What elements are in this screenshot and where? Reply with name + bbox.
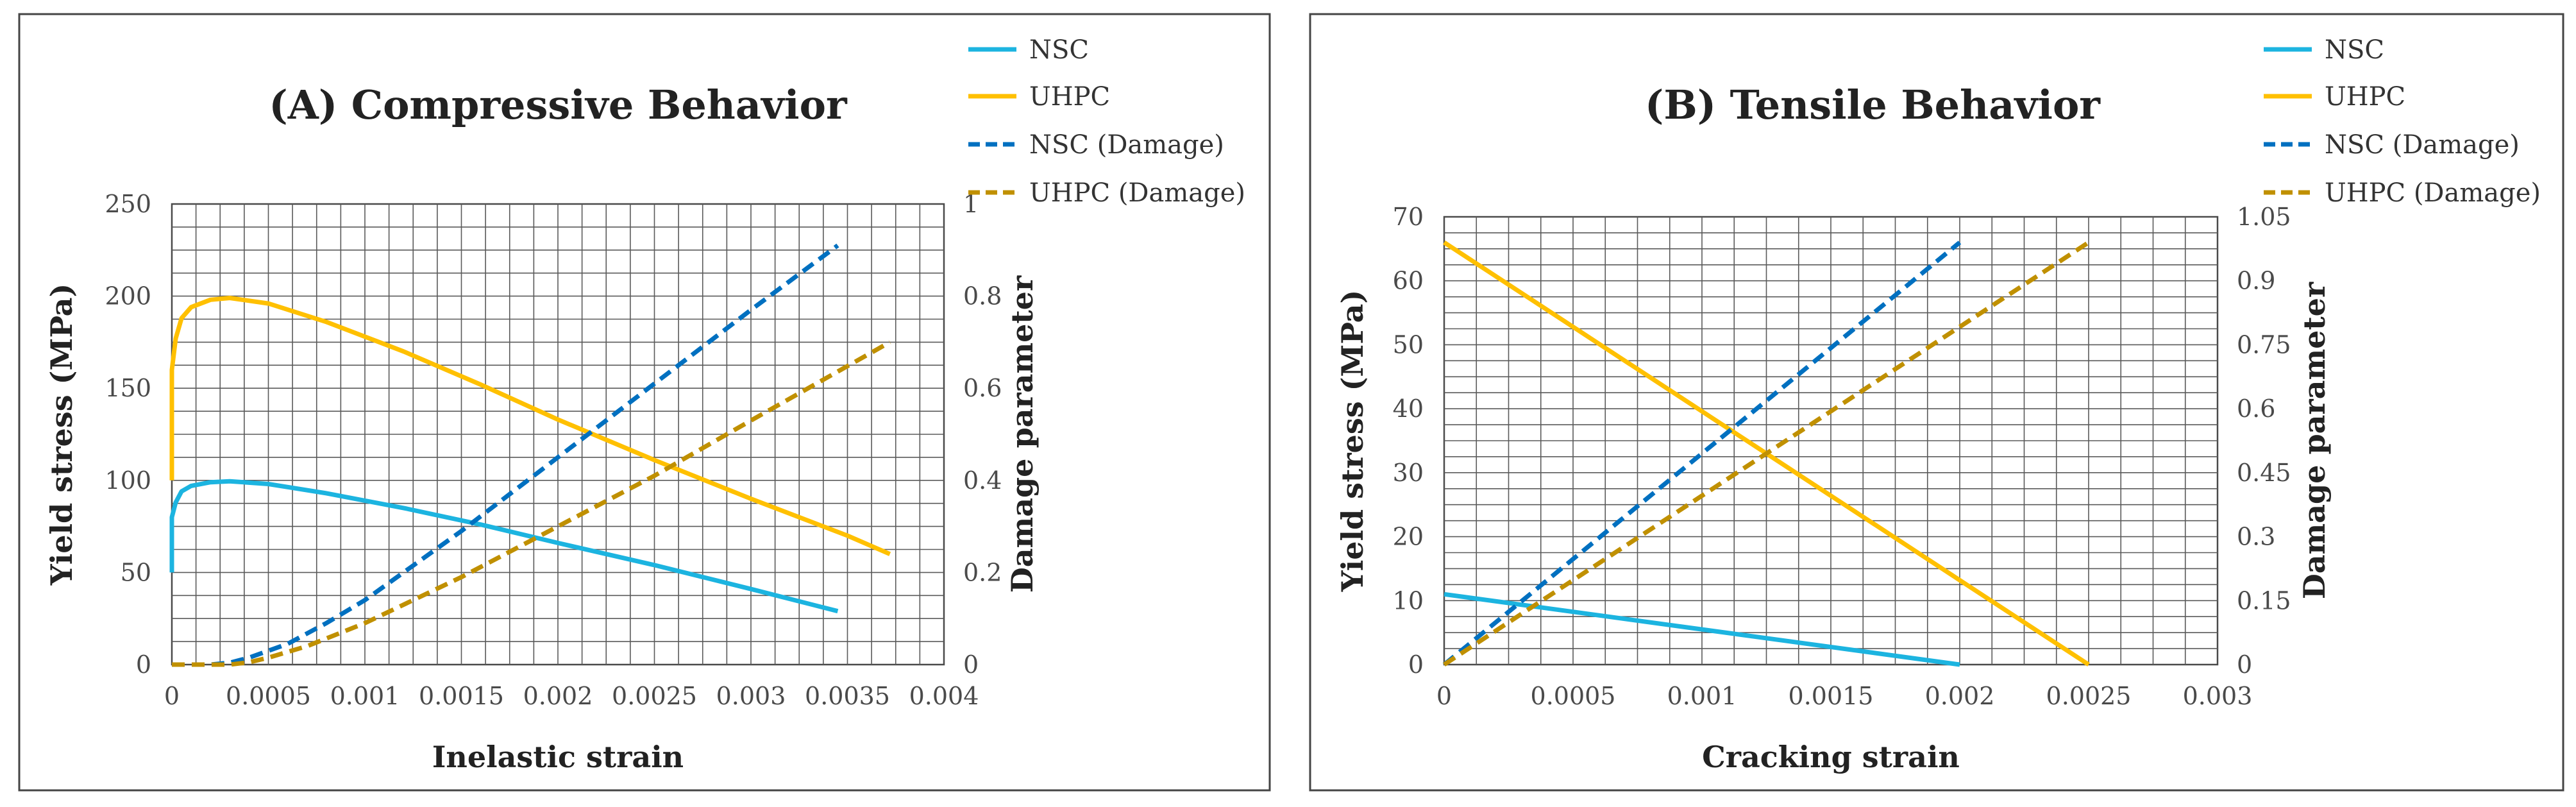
y-tick-label: 10: [1393, 586, 1424, 615]
y2-tick-label: 0.15: [2237, 586, 2291, 615]
y2-tick-label: 0.2: [963, 558, 1002, 586]
y-tick-label: 200: [105, 282, 151, 310]
y2-tick-label: 0.6: [2237, 395, 2275, 423]
y2-axis-title: Damage parameter: [1005, 275, 1040, 593]
series-line-uhpc-damage: [1443, 240, 2090, 667]
y-tick-label: 70: [1393, 203, 1424, 231]
y-tick-label: 250: [105, 190, 151, 218]
y2-tick-label: 0: [963, 650, 979, 679]
chart-title: (B) Tensile Behavior: [1645, 81, 2101, 128]
y-tick-label: 50: [1393, 330, 1424, 359]
x-tick-label: 0.003: [716, 682, 786, 710]
series-line-nsc: [169, 479, 839, 614]
y2-tick-label: 0: [2237, 650, 2252, 679]
y-tick-label: 0: [136, 650, 151, 679]
x-axis-title: Cracking strain: [1702, 740, 1960, 774]
series-group: [169, 243, 891, 667]
y2-tick-label: 0.3: [2237, 523, 2275, 551]
legend-label-nsc: NSC: [1029, 35, 1089, 65]
x-tick-label: 0: [1436, 682, 1452, 710]
series-group: [1442, 240, 2090, 667]
x-tick-label: 0.002: [1925, 682, 1995, 710]
grid: [172, 204, 944, 665]
legend-label-nsc-damage: NSC (Damage): [2325, 130, 2520, 160]
y-axis-title: Yield stress (MPa): [1335, 290, 1370, 593]
chart-title: (A) Compressive Behavior: [269, 81, 848, 128]
legend: NSC UHPC NSC (Damage) UHPC (Damage): [968, 35, 1245, 208]
y2-tick-label: 0.75: [2237, 330, 2291, 359]
chart-panel-b: 0 0.0005 0.001 0.0015 0.002 0.0025 0.003 0 10 20 3…: [1309, 13, 2564, 792]
x-tick-label: 0.0015: [1789, 682, 1874, 710]
legend-label-nsc-damage: NSC (Damage): [1029, 130, 1224, 160]
x-tick-label: 0.0005: [1531, 682, 1616, 710]
y-tick-label: 20: [1393, 523, 1424, 551]
x-tick-label: 0.0025: [612, 682, 697, 710]
y-axis-title: Yield stress (MPa): [44, 284, 79, 586]
x-tick-label: 0.004: [909, 682, 979, 710]
x-tick-label: 0.0035: [805, 682, 890, 710]
legend: NSC UHPC NSC (Damage) UHPC (Damage): [2264, 35, 2541, 208]
y2-tick-label: 0.6: [963, 374, 1002, 402]
x-tick-label: 0: [164, 682, 180, 710]
x-tick-label: 0.0005: [226, 682, 311, 710]
series-line-nsc-damage: [172, 243, 839, 667]
grid: [1444, 217, 2218, 665]
y2-tick-label: 0.8: [963, 282, 1002, 310]
x-tick-label: 0.001: [330, 682, 400, 710]
legend-label-uhpc: UHPC: [1029, 82, 1110, 112]
series-line-uhpc-damage: [172, 340, 891, 667]
y-tick-label: 0: [1408, 650, 1424, 679]
legend-label-uhpc-damage: UHPC (Damage): [2325, 178, 2541, 208]
chart-panel-a: 0 0.0005 0.001 0.0015 0.002 0.0025 0.003 0.0035…: [18, 13, 1271, 792]
legend-label-uhpc: UHPC: [2325, 82, 2405, 112]
y-tick-label: 60: [1393, 267, 1424, 295]
x-tick-label: 0.003: [2183, 682, 2253, 710]
y2-tick-label: 0.4: [963, 466, 1002, 495]
y2-tick-label: 1.05: [2237, 203, 2291, 231]
y-tick-label: 150: [105, 374, 151, 402]
series-line-uhpc: [169, 296, 891, 556]
x-tick-label: 0.001: [1667, 682, 1737, 710]
x-tick-label: 0.0025: [2046, 682, 2132, 710]
series-line-nsc-damage: [1442, 241, 1962, 667]
legend-label-nsc: NSC: [2325, 35, 2384, 65]
y2-tick-label: 0.9: [2237, 267, 2275, 295]
x-tick-label: 0.0015: [419, 682, 504, 710]
y-tick-label: 30: [1393, 459, 1424, 487]
y-tick-label: 40: [1393, 395, 1424, 423]
x-tick-label: 0.002: [523, 682, 593, 710]
y-tick-label: 100: [105, 466, 151, 495]
x-axis-title: Inelastic strain: [432, 740, 684, 774]
y-tick-label: 50: [121, 558, 151, 586]
y2-tick-label: 0.45: [2237, 459, 2291, 487]
legend-label-uhpc-damage: UHPC (Damage): [1029, 178, 1245, 208]
y2-axis-title: Damage parameter: [2297, 282, 2332, 599]
